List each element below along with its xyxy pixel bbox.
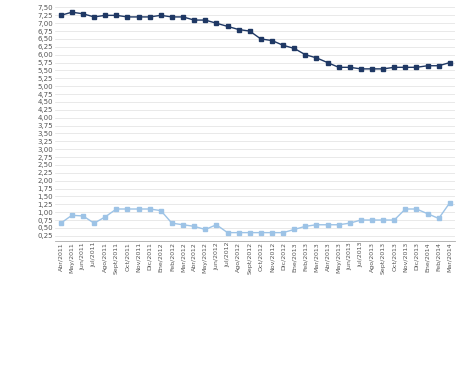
GERDAU EN CHILE (346, 221, 352, 225)
INDUSTRIAS MANUFACTURERAS (369, 67, 374, 71)
GERDAU EN CHILE (358, 218, 363, 222)
GERDAU EN CHILE (291, 227, 297, 232)
GERDAU EN CHILE (80, 214, 85, 218)
INDUSTRIAS MANUFACTURERAS (402, 65, 407, 70)
INDUSTRIAS MANUFACTURERAS (69, 10, 74, 14)
GERDAU EN CHILE (424, 212, 430, 216)
INDUSTRIAS MANUFACTURERAS (435, 64, 441, 68)
GERDAU EN CHILE (380, 218, 385, 222)
GERDAU EN CHILE (246, 231, 252, 235)
GERDAU EN CHILE (169, 221, 174, 225)
GERDAU EN CHILE (158, 208, 163, 213)
INDUSTRIAS MANUFACTURERAS (80, 11, 85, 16)
GERDAU EN CHILE (402, 207, 407, 211)
GERDAU EN CHILE (69, 213, 74, 218)
GERDAU EN CHILE (213, 222, 218, 227)
INDUSTRIAS MANUFACTURERAS (113, 13, 119, 17)
INDUSTRIAS MANUFACTURERAS (313, 56, 319, 60)
GERDAU EN CHILE (124, 207, 130, 211)
GERDAU EN CHILE (113, 207, 119, 211)
INDUSTRIAS MANUFACTURERAS (280, 43, 285, 47)
INDUSTRIAS MANUFACTURERAS (424, 64, 430, 68)
GERDAU EN CHILE (280, 231, 285, 235)
GERDAU EN CHILE (257, 231, 263, 235)
GERDAU EN CHILE (135, 207, 141, 211)
GERDAU EN CHILE (369, 218, 374, 222)
GERDAU EN CHILE (91, 221, 97, 225)
INDUSTRIAS MANUFACTURERAS (58, 13, 63, 17)
GERDAU EN CHILE (302, 224, 308, 229)
GERDAU EN CHILE (58, 221, 63, 225)
GERDAU EN CHILE (235, 231, 241, 235)
GERDAU EN CHILE (313, 222, 319, 227)
INDUSTRIAS MANUFACTURERAS (257, 37, 263, 41)
GERDAU EN CHILE (413, 207, 418, 211)
INDUSTRIAS MANUFACTURERAS (391, 65, 396, 70)
GERDAU EN CHILE (335, 222, 341, 227)
INDUSTRIAS MANUFACTURERAS (213, 21, 218, 26)
GERDAU EN CHILE (435, 216, 441, 221)
INDUSTRIAS MANUFACTURERAS (291, 46, 297, 51)
INDUSTRIAS MANUFACTURERAS (335, 65, 341, 70)
Legend: INDUSTRIAS MANUFACTURERAS, GERDAU EN CHILE: INDUSTRIAS MANUFACTURERAS, GERDAU EN CHI… (131, 369, 378, 370)
GERDAU EN CHILE (202, 227, 207, 232)
INDUSTRIAS MANUFACTURERAS (169, 15, 174, 19)
INDUSTRIAS MANUFACTURERAS (346, 65, 352, 70)
INDUSTRIAS MANUFACTURERAS (324, 60, 330, 65)
INDUSTRIAS MANUFACTURERAS (135, 15, 141, 19)
INDUSTRIAS MANUFACTURERAS (202, 18, 207, 22)
INDUSTRIAS MANUFACTURERAS (180, 15, 185, 19)
GERDAU EN CHILE (102, 215, 108, 219)
INDUSTRIAS MANUFACTURERAS (358, 67, 363, 71)
INDUSTRIAS MANUFACTURERAS (91, 15, 97, 19)
GERDAU EN CHILE (391, 218, 396, 222)
INDUSTRIAS MANUFACTURERAS (224, 24, 230, 28)
INDUSTRIAS MANUFACTURERAS (102, 13, 108, 17)
Line: INDUSTRIAS MANUFACTURERAS: INDUSTRIAS MANUFACTURERAS (58, 10, 451, 71)
INDUSTRIAS MANUFACTURERAS (235, 27, 241, 32)
INDUSTRIAS MANUFACTURERAS (413, 65, 418, 70)
GERDAU EN CHILE (191, 224, 196, 229)
INDUSTRIAS MANUFACTURERAS (146, 15, 152, 19)
INDUSTRIAS MANUFACTURERAS (380, 67, 385, 71)
GERDAU EN CHILE (224, 231, 230, 235)
GERDAU EN CHILE (446, 201, 452, 205)
INDUSTRIAS MANUFACTURERAS (269, 38, 274, 43)
INDUSTRIAS MANUFACTURERAS (446, 60, 452, 65)
INDUSTRIAS MANUFACTURERAS (158, 13, 163, 17)
GERDAU EN CHILE (180, 222, 185, 227)
GERDAU EN CHILE (324, 222, 330, 227)
INDUSTRIAS MANUFACTURERAS (124, 15, 130, 19)
INDUSTRIAS MANUFACTURERAS (191, 18, 196, 22)
GERDAU EN CHILE (269, 231, 274, 235)
GERDAU EN CHILE (146, 207, 152, 211)
Line: GERDAU EN CHILE: GERDAU EN CHILE (59, 201, 451, 235)
INDUSTRIAS MANUFACTURERAS (246, 29, 252, 33)
INDUSTRIAS MANUFACTURERAS (302, 53, 308, 57)
